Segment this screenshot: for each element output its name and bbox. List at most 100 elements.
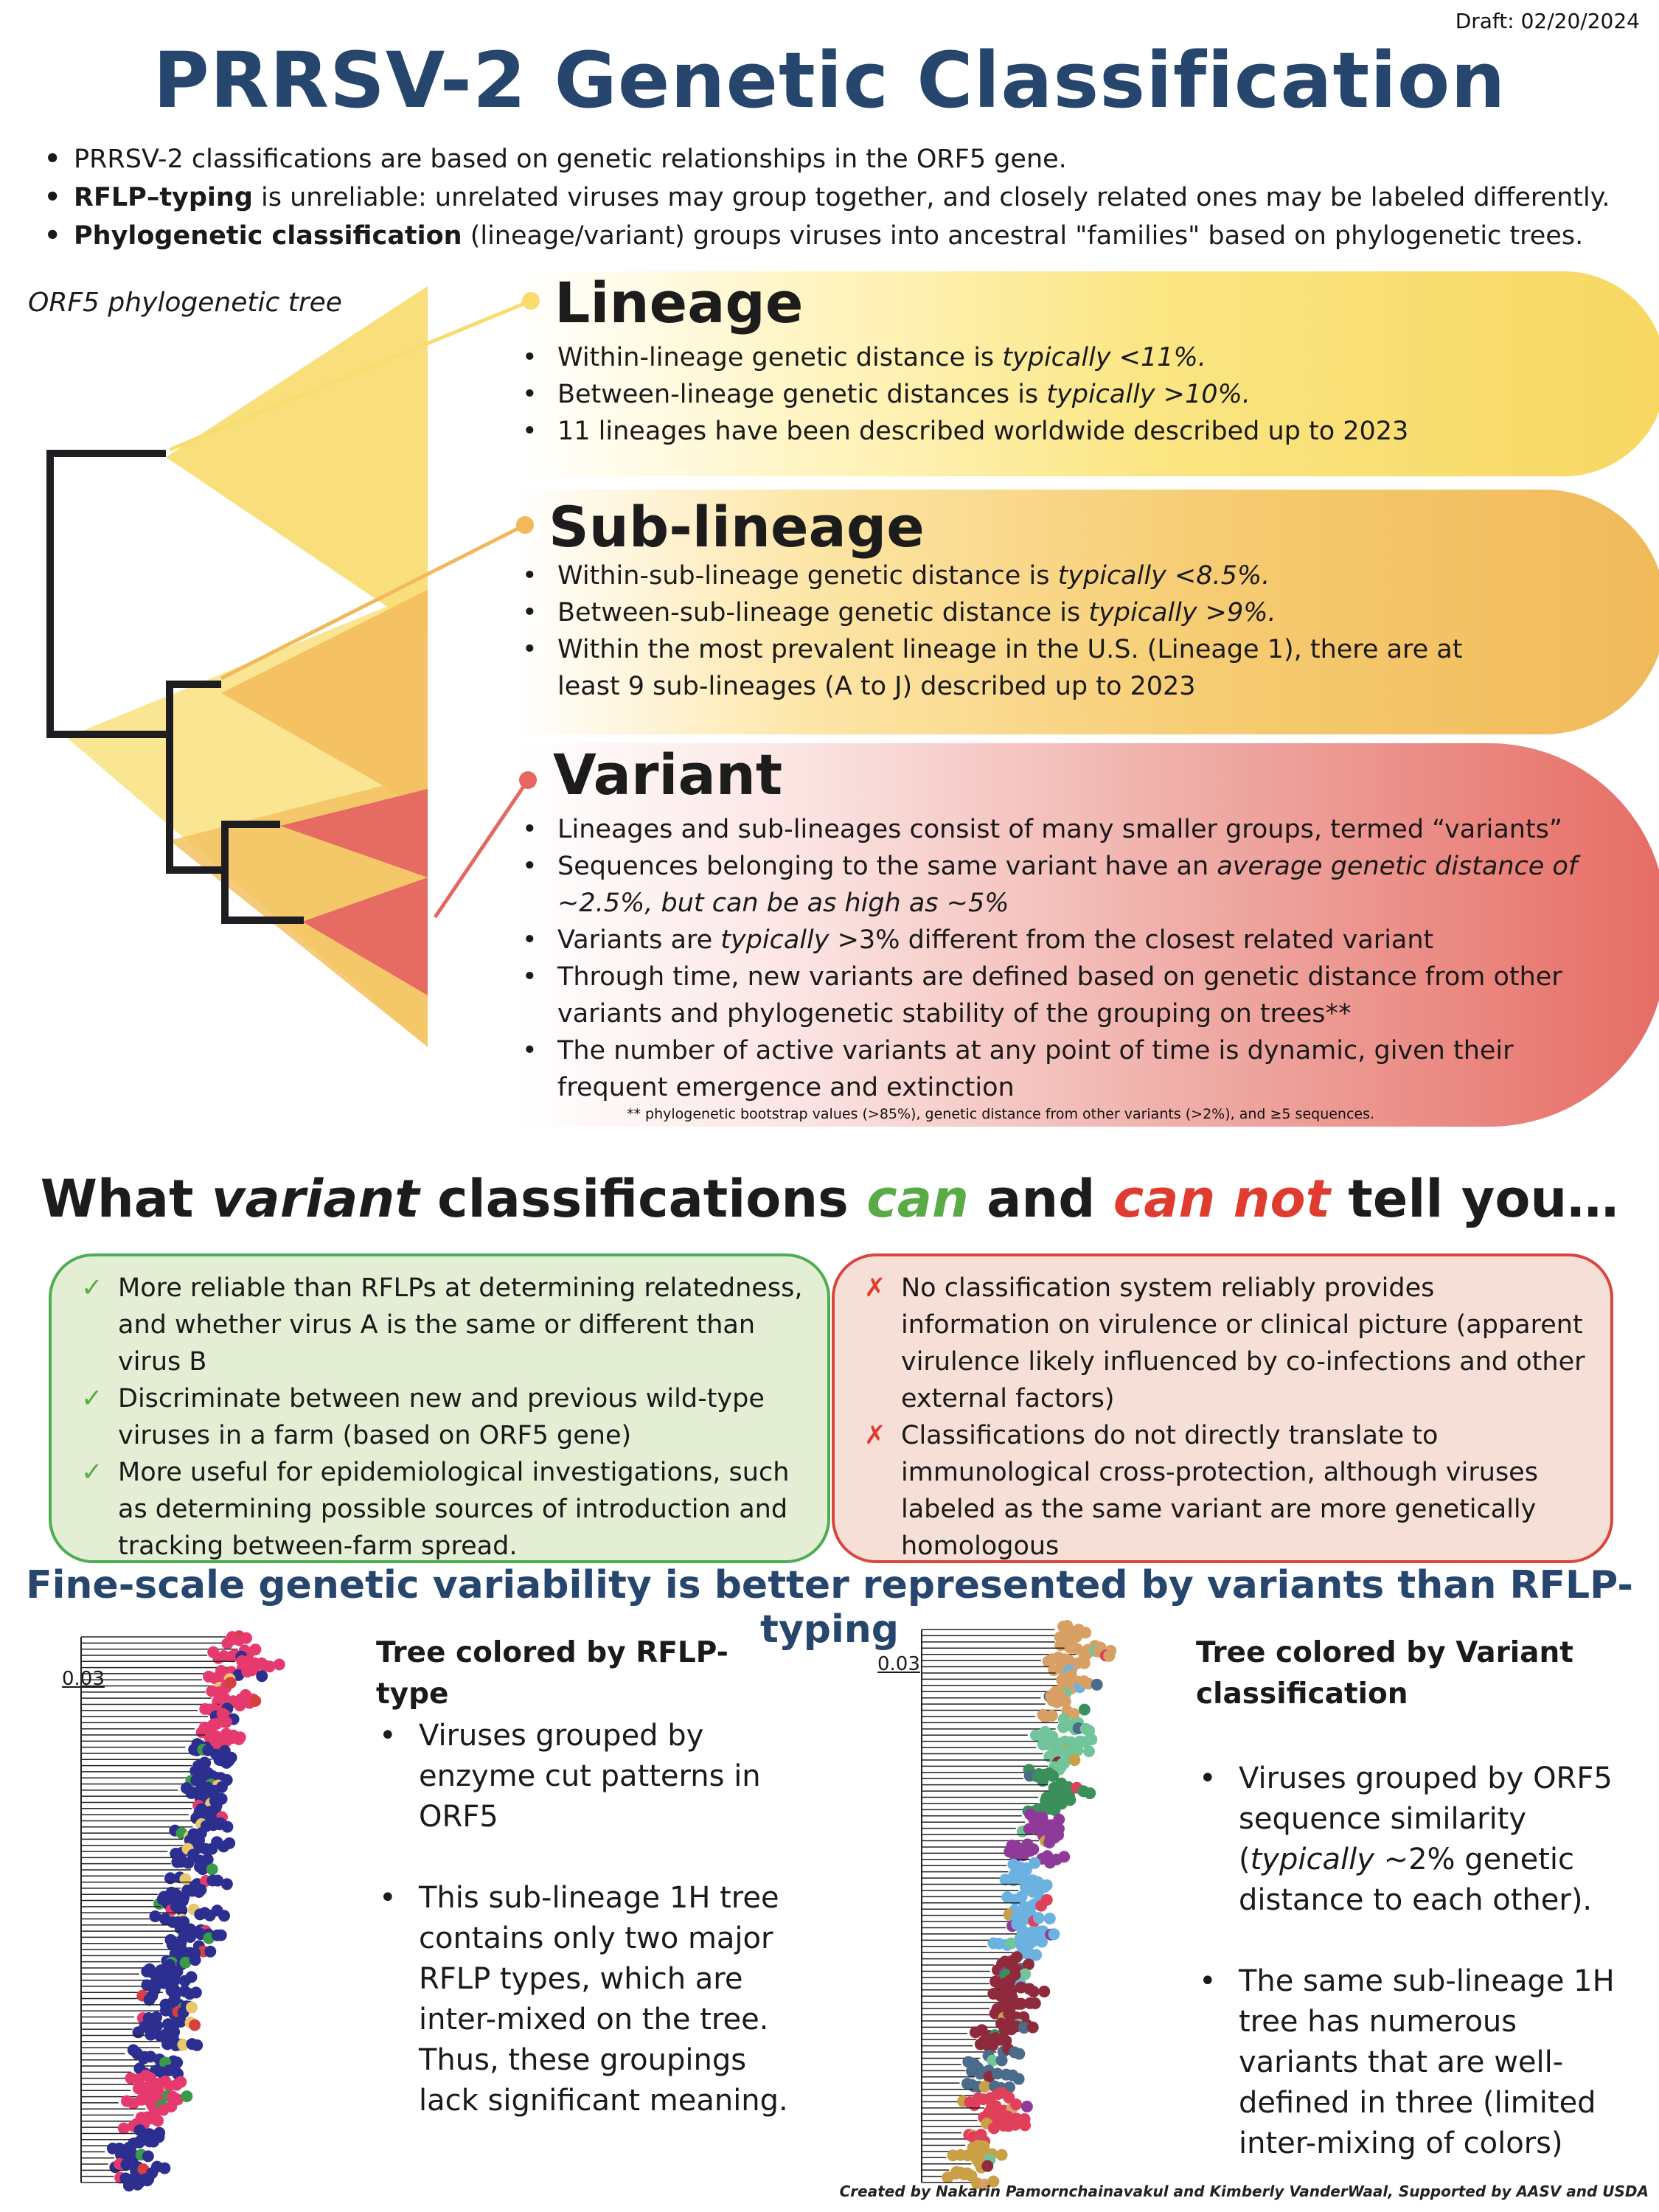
tree-tip [143,2135,156,2148]
tree-tip [175,2076,187,2088]
tree-tip [210,1771,223,1784]
tree-tip [1026,1874,1039,1887]
tree-tip [197,1945,209,1958]
tree-tip [223,1697,236,1710]
tree-tip [167,1996,179,2008]
tree-tip [171,2067,184,2080]
tree-tip [219,1709,232,1722]
tree-tip [1052,1651,1065,1663]
tree-tip [174,1922,187,1935]
tree-tip [152,1978,164,1990]
tree-tip [186,2038,198,2051]
tree-tip [181,2000,193,2013]
tree-tip [155,1973,167,1986]
tree-tip [193,1806,206,1818]
tree-tip [157,2056,170,2069]
variant-bullet: Lineages and sub-lineages consist of man… [516,811,1600,848]
tree-tip [987,2039,999,2051]
tree-tip [1014,1933,1026,1945]
tree-tip [248,1657,261,1669]
tree-tip [169,1974,181,1986]
tree-tip [1016,1924,1029,1936]
tree-tip [1049,1740,1062,1753]
tree-tip [170,1848,182,1860]
lineage-card: Lineage Within-lineage genetic distance … [516,270,1659,476]
tree-tip [202,1788,215,1801]
tree-tip [207,1718,220,1731]
tree-tip [146,2099,159,2112]
tree-tip [184,1947,196,1959]
tree-tip [156,2099,168,2112]
tree-tip [982,2040,995,2053]
tree-tip [967,2131,979,2143]
lineage-triangle [66,590,428,1047]
tree-tip [195,1726,208,1739]
tree-tip [131,2178,144,2191]
tree-tip [213,1818,226,1831]
tree-tip [178,1916,190,1928]
tree-tip [195,1883,207,1896]
tree-tip [1035,1731,1048,1744]
tree-tip [191,2039,204,2051]
tree-tip [992,1938,1005,1950]
tree-tip [995,2116,1008,2129]
tree-tip [194,1908,206,1921]
check-icon: ✓ [81,1458,103,1487]
tree-tip [1006,2102,1018,2115]
tree-tip [965,2169,978,2182]
tree-tip [195,1924,207,1936]
tree-tip [1029,1729,1042,1742]
tree-tip [147,2108,160,2121]
tree-tip [187,1787,199,1799]
tree-tip [218,1910,231,1922]
tree-tip [1015,1963,1027,1975]
tree-tip [974,2067,987,2080]
tree-tip [1045,1690,1057,1703]
tree-tip [139,2020,151,2033]
tree-tip [132,2073,145,2085]
tree-tip [1033,1925,1046,1938]
tree-tip [961,2149,974,2162]
tree-tip [992,2088,1004,2101]
can-item: ✓ More useful for epidemiological investi… [59,1454,811,1565]
tree-tip [176,1958,189,1970]
tree-tip [185,1775,198,1787]
tree-tip [1037,1830,1050,1843]
tree-tip [153,2126,166,2139]
tree-tip [195,1818,208,1830]
tree-tip [141,2134,153,2146]
tree-tip [196,1863,209,1876]
tree-tip [1030,1811,1043,1823]
tree-tip [1015,1947,1028,1959]
tree-tip [1010,1911,1023,1924]
variant-bullet: Through time, new variants are defined b… [516,959,1600,1032]
tree-tip [1024,1808,1037,1820]
tree-tip [1053,1813,1065,1826]
tree-tip [215,1929,227,1941]
tree-tip [172,2006,184,2018]
tree-tip [1032,1767,1045,1780]
tree-tip [996,1975,1009,1987]
tree-tip [1044,1857,1057,1869]
tree-tip [133,2062,146,2075]
tree-tip [188,1743,201,1756]
tree-tip [234,1693,247,1705]
tree-tip [113,2142,125,2154]
tree-tip [1065,1669,1077,1682]
tree-tip [1011,1964,1023,1977]
tree-tip [1062,1751,1075,1764]
tree-tip [977,2093,990,2106]
tree-tip [1103,1649,1116,1662]
tree-tip [191,1738,204,1750]
tree-tip [256,1670,268,1683]
tree-tip [236,1662,248,1674]
tree-tip [184,1988,196,2000]
tree-tip [200,1820,212,1832]
tree-tip [1016,1826,1029,1838]
tree-tip [1002,2043,1015,2056]
tree-tip [1048,1804,1061,1816]
tree-tip [977,2143,990,2155]
tree-tip [211,1836,223,1848]
tree-tip [205,1806,218,1819]
tree-tip [215,1817,227,1829]
